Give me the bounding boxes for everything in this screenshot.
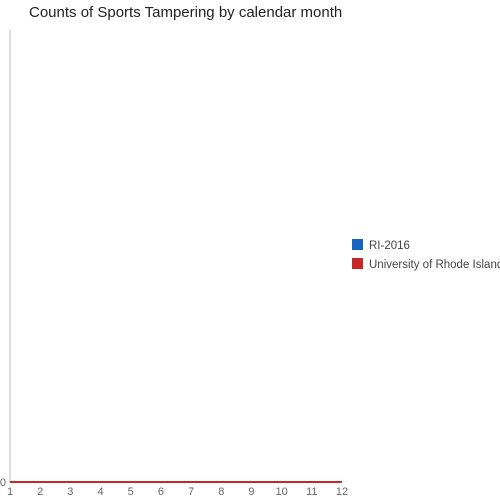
x-tick-label: 6 [158, 486, 164, 498]
x-tick-labels: 1 2 3 4 5 6 7 8 9 10 11 12 [7, 486, 348, 498]
x-tick-label: 8 [218, 486, 224, 498]
chart-title: Counts of Sports Tampering by calendar m… [29, 4, 342, 21]
x-tick-label: 2 [37, 486, 43, 498]
legend-label: University of Rhode Island [369, 259, 500, 271]
x-tick-label: 10 [276, 486, 288, 498]
legend: RI-2016 University of Rhode Island [352, 239, 500, 271]
legend-label: RI-2016 [369, 240, 410, 252]
y-tick-labels: 0 [0, 477, 6, 489]
x-tick-label: 9 [248, 486, 254, 498]
legend-swatch [352, 239, 363, 250]
legend-swatch [352, 258, 363, 269]
x-tick-label: 3 [67, 486, 73, 498]
x-tick-label: 12 [336, 486, 348, 498]
x-tick-label: 11 [306, 486, 317, 498]
x-tick-label: 7 [188, 486, 194, 498]
x-tick-label: 4 [97, 486, 103, 498]
x-tick-label: 1 [7, 486, 13, 498]
x-tick-label: 5 [128, 486, 134, 498]
y-tick-label: 0 [0, 477, 6, 489]
